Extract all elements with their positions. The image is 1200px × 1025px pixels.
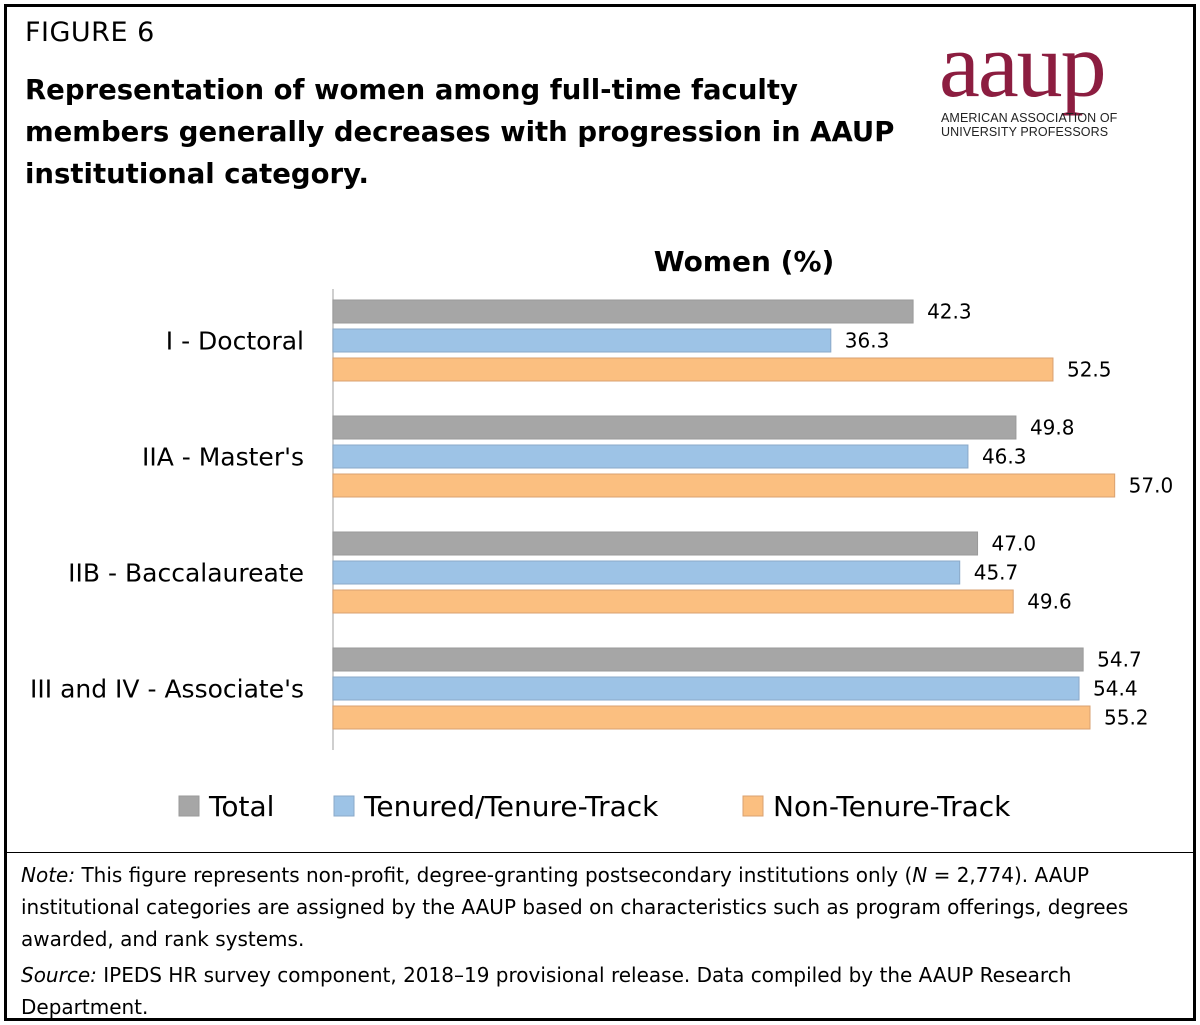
note-text-2: = 2,774). AAUP institutional categories … — [21, 863, 1129, 951]
bar — [332, 676, 1080, 701]
bar — [332, 357, 1054, 382]
data-label: 47.0 — [992, 532, 1037, 556]
category-label: I - Doctoral — [166, 327, 304, 356]
data-label: 49.6 — [1027, 590, 1072, 614]
bar — [332, 328, 832, 353]
legend-swatch — [742, 795, 764, 817]
bar — [332, 647, 1084, 672]
logo-line-1: AMERICAN ASSOCIATION OF — [941, 111, 1118, 125]
data-label: 57.0 — [1129, 474, 1174, 498]
category-label: III and IV - Associate's — [30, 675, 304, 704]
bar — [332, 531, 979, 556]
figure-frame: FIGURE 6 Representation of women among f… — [4, 4, 1196, 1021]
legend-label: Non-Tenure-Track — [773, 790, 1011, 823]
data-label: 36.3 — [845, 329, 890, 353]
data-label: 55.2 — [1104, 706, 1149, 730]
bar — [332, 415, 1017, 440]
note-paragraph: Note: This figure represents non-profit,… — [21, 859, 1181, 955]
bar — [332, 473, 1116, 498]
note-label: Note: — [21, 863, 76, 887]
bar — [332, 444, 969, 469]
note-n: N — [912, 863, 928, 887]
legend-swatch — [333, 795, 355, 817]
source-paragraph: Source: IPEDS HR survey component, 2018–… — [21, 959, 1181, 1023]
logo-line-2: UNIVERSITY PROFESSORS — [941, 125, 1109, 139]
bar — [332, 589, 1014, 614]
figure-label: FIGURE 6 — [25, 17, 155, 48]
logo-subtitle: AMERICAN ASSOCIATION OF UNIVERSITY PROFE… — [941, 111, 1117, 139]
logo-wordmark: aaup — [939, 14, 1107, 116]
category-label: IIA - Master's — [142, 443, 304, 472]
bar-chart: Women (%) I - Doctoral 42.3 36.3 52.5 IIA - M… — [30, 245, 1174, 823]
source-text: IPEDS HR survey component, 2018–19 provi… — [21, 963, 1072, 1019]
legend-swatch — [178, 795, 200, 817]
note-text-1: This figure represents non-profit, degre… — [75, 863, 913, 887]
bar — [332, 560, 961, 585]
bar — [332, 299, 914, 324]
figure-title: Representation of women among full-time … — [25, 74, 895, 190]
bar — [332, 705, 1091, 730]
legend-label: Tenured/Tenure-Track — [363, 790, 659, 823]
data-label: 52.5 — [1067, 358, 1112, 382]
data-label: 42.3 — [927, 300, 972, 324]
data-label: 46.3 — [982, 445, 1027, 469]
data-label: 49.8 — [1030, 416, 1075, 440]
data-label: 54.7 — [1097, 648, 1142, 672]
notes-section: Note: This figure represents non-profit,… — [7, 852, 1193, 1023]
category-label: IIB - Baccalaureate — [68, 559, 304, 588]
source-label: Source: — [21, 963, 97, 987]
aaup-logo: aaup AMERICAN ASSOCIATION OF UNIVERSITY … — [939, 19, 1179, 143]
data-label: 45.7 — [974, 561, 1019, 585]
chart-title: Women (%) — [654, 245, 835, 278]
legend-label: Total — [208, 790, 274, 823]
data-label: 54.4 — [1093, 677, 1138, 701]
